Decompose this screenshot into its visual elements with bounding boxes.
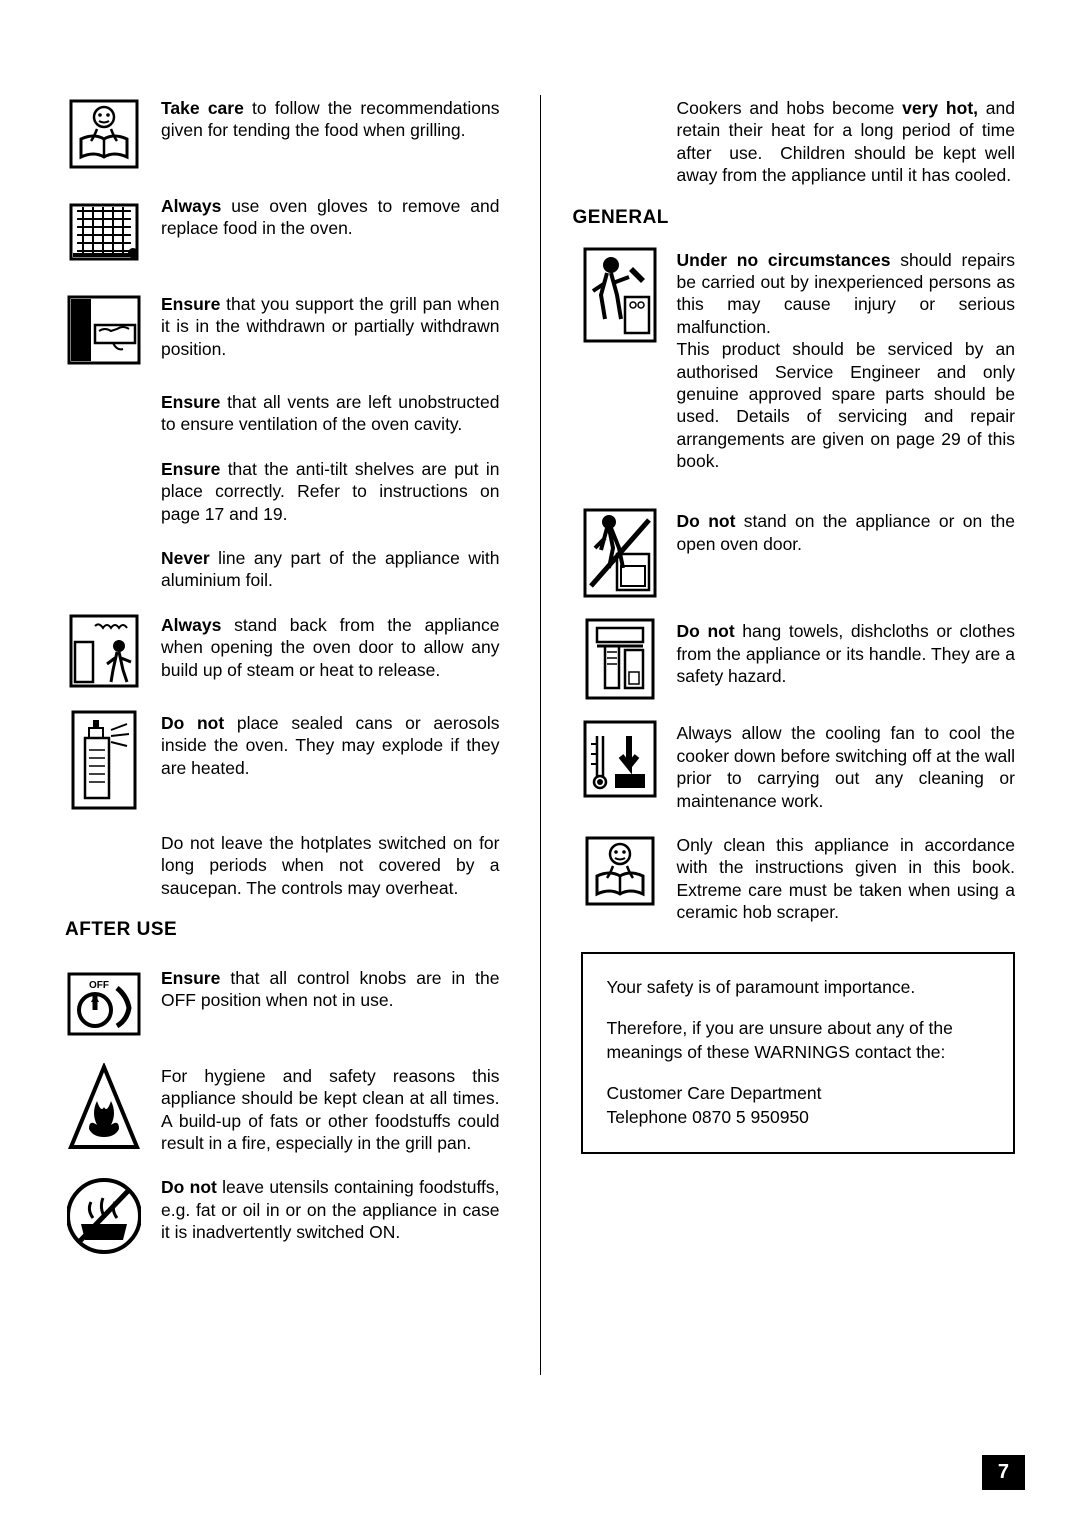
- safety-text: Customer Care DepartmentTelephone 0870 5…: [607, 1082, 990, 1129]
- right-column: Cookers and hobs become very hot, and re…: [540, 95, 1016, 1375]
- warning-item: Always use oven gloves to remove and rep…: [65, 193, 500, 271]
- warning-item: Always stand back from the appliance whe…: [65, 612, 500, 690]
- warning-item: Never line any part of the appliance wit…: [65, 545, 500, 592]
- warning-item: Do not hang towels, dishcloths or clothe…: [581, 618, 1016, 700]
- warning-text: For hygiene and safety reasons this appl…: [161, 1063, 500, 1155]
- warning-item: For hygiene and safety reasons this appl…: [65, 1063, 500, 1155]
- warning-item: Cookers and hobs become very hot, and re…: [581, 95, 1016, 187]
- warning-text: Ensure that you support the grill pan wh…: [161, 291, 500, 360]
- warning-text: Ensure that all vents are left unobstruc…: [161, 389, 500, 436]
- knob-off-icon: OFF: [65, 965, 143, 1043]
- warning-item: OFF Ensure that all control knobs are in…: [65, 965, 500, 1043]
- warning-item: Do not leave the hotplates switched on f…: [65, 830, 500, 899]
- warning-text: Under no circumstances should repairs be…: [677, 247, 1016, 473]
- warning-item: Do not stand on the appliance or on the …: [581, 508, 1016, 598]
- two-column-layout: Take care to follow the recommendations …: [65, 95, 1015, 1375]
- safety-text: Your safety is of paramount importance.: [607, 976, 990, 1000]
- aerosol-icon: [65, 710, 143, 810]
- warning-text: Take care to follow the recommendations …: [161, 95, 500, 142]
- read-manual-icon: [65, 95, 143, 173]
- stand-back-icon: [65, 612, 143, 690]
- safety-box: Your safety is of paramount importance. …: [581, 952, 1016, 1154]
- warning-item: Only clean this appliance in accordance …: [581, 832, 1016, 924]
- warning-item: Do not place sealed cans or aerosols ins…: [65, 710, 500, 810]
- grill-pan-icon: [65, 291, 143, 369]
- svg-text:OFF: OFF: [89, 980, 109, 991]
- warning-text: Ensure that all control knobs are in the…: [161, 965, 500, 1012]
- warning-text: Always allow the cooling fan to cool the…: [677, 720, 1016, 812]
- warning-item: Ensure that all vents are left unobstruc…: [65, 389, 500, 436]
- warning-text: Always stand back from the appliance whe…: [161, 612, 500, 681]
- section-title-general: GENERAL: [573, 207, 1016, 229]
- warning-text: Only clean this appliance in accordance …: [677, 832, 1016, 924]
- hot-pan-icon: [65, 1174, 143, 1258]
- left-column: Take care to follow the recommendations …: [65, 95, 500, 1375]
- warning-text: Do not leave the hotplates switched on f…: [161, 830, 500, 899]
- warning-item: Ensure that the anti-tilt shelves are pu…: [65, 456, 500, 525]
- oven-glove-icon: [65, 193, 143, 271]
- warning-item: Do not leave utensils containing foodstu…: [65, 1174, 500, 1258]
- page-number: 7: [982, 1455, 1025, 1490]
- fan-cool-icon: [581, 720, 659, 798]
- warning-item: Always allow the cooling fan to cool the…: [581, 720, 1016, 812]
- warning-text: Cookers and hobs become very hot, and re…: [677, 95, 1016, 187]
- warning-text: Do not place sealed cans or aerosols ins…: [161, 710, 500, 779]
- warning-item: Under no circumstances should repairs be…: [581, 247, 1016, 473]
- warning-text: Always use oven gloves to remove and rep…: [161, 193, 500, 240]
- warning-text: Never line any part of the appliance wit…: [161, 545, 500, 592]
- warning-text: Do not leave utensils containing foodstu…: [161, 1174, 500, 1243]
- safety-text: Therefore, if you are unsure about any o…: [607, 1017, 990, 1064]
- fire-warning-icon: [65, 1063, 143, 1153]
- warning-text: Do not stand on the appliance or on the …: [677, 508, 1016, 555]
- no-repair-icon: [581, 247, 659, 343]
- no-towel-icon: [581, 618, 659, 700]
- no-stand-icon: [581, 508, 659, 598]
- read-manual-icon: [581, 832, 659, 910]
- warning-item: Ensure that you support the grill pan wh…: [65, 291, 500, 369]
- warning-item: Take care to follow the recommendations …: [65, 95, 500, 173]
- section-title-after-use: AFTER USE: [65, 919, 500, 941]
- warning-text: Do not hang towels, dishcloths or clothe…: [677, 618, 1016, 687]
- warning-text: Ensure that the anti-tilt shelves are pu…: [161, 456, 500, 525]
